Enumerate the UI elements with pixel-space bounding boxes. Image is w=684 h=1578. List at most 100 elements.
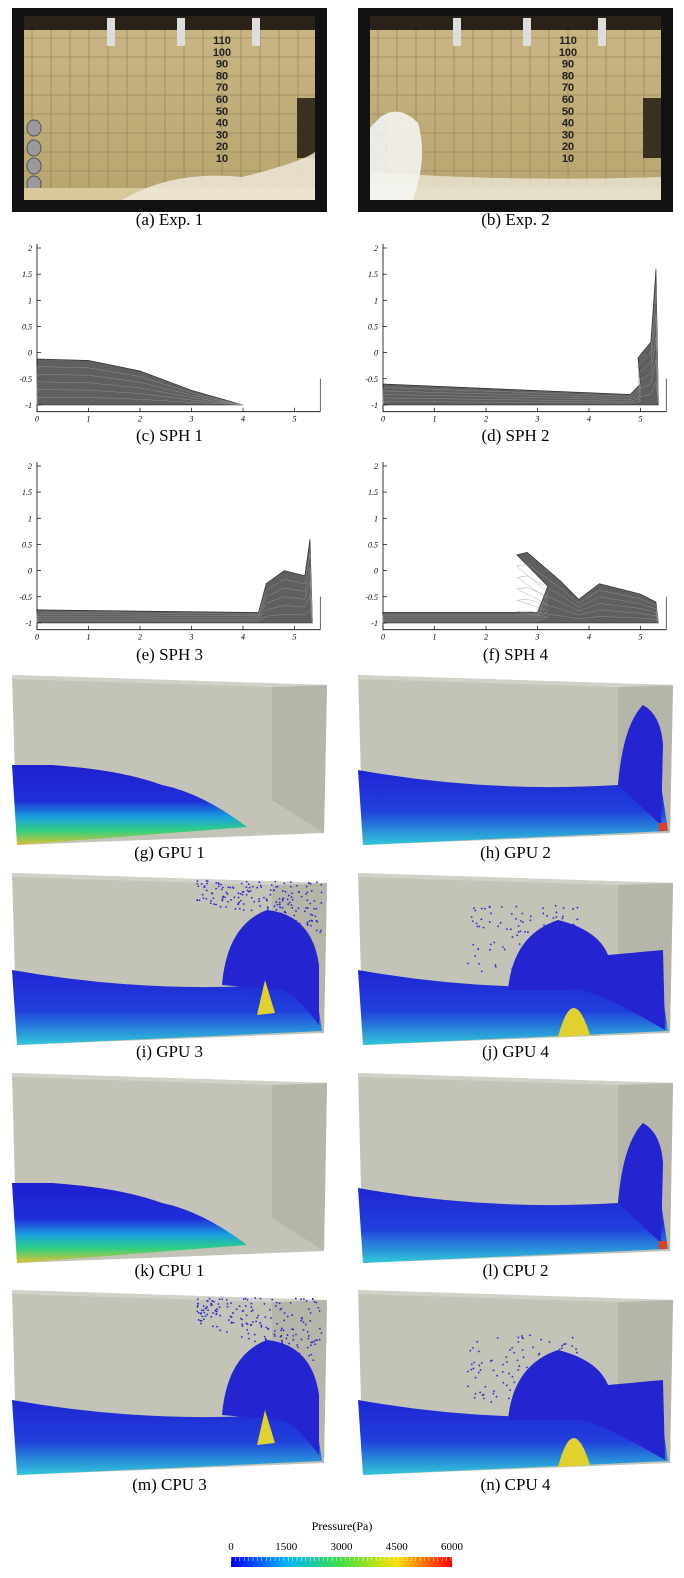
x-tick-label: 3 (189, 415, 194, 424)
scale-number: 40 (216, 118, 228, 130)
droplet (542, 907, 544, 910)
droplet (292, 1339, 295, 1341)
droplet (283, 1319, 286, 1322)
droplet (283, 911, 286, 914)
wave (222, 1340, 319, 1455)
droplet (213, 903, 216, 906)
droplet (306, 899, 309, 902)
x-tick-label: 0 (381, 633, 385, 642)
particles (382, 268, 659, 406)
droplet (273, 889, 276, 892)
droplet (477, 1350, 480, 1353)
droplet (574, 925, 577, 928)
droplet (224, 896, 227, 899)
droplet (520, 1335, 523, 1337)
droplet (560, 1347, 563, 1350)
droplet (288, 1348, 291, 1351)
droplet (306, 1330, 309, 1333)
droplet (536, 943, 539, 946)
droplet (474, 1376, 477, 1379)
droplet (557, 961, 560, 963)
scale-number: 60 (562, 94, 574, 106)
y-tick-label: -0.5 (365, 593, 378, 602)
droplet (560, 951, 562, 954)
droplet (248, 886, 251, 889)
x-tick-label: 2 (484, 633, 488, 642)
droplet (305, 907, 307, 909)
droplet (221, 1298, 224, 1300)
droplet (283, 1312, 286, 1315)
droplet (478, 1364, 481, 1367)
droplet (307, 1308, 310, 1311)
droplet (562, 1383, 565, 1386)
droplet (310, 889, 313, 892)
droplet (488, 905, 491, 908)
tank-ceiling (370, 16, 661, 30)
droplet (315, 929, 318, 932)
droplet (225, 1331, 228, 1333)
droplet (274, 880, 277, 883)
droplet (536, 1383, 539, 1386)
x-tick-label: 4 (587, 415, 591, 424)
y-tick-label: -1 (371, 619, 378, 628)
droplet (467, 962, 470, 965)
droplet (306, 921, 309, 924)
x-tick-label: 3 (189, 633, 194, 642)
y-tick-label: 0 (374, 567, 378, 576)
droplet (206, 882, 208, 885)
droplet (500, 906, 503, 908)
droplet (562, 961, 565, 963)
droplet (521, 1348, 524, 1351)
droplet (240, 1336, 243, 1338)
splash (370, 111, 422, 200)
droplet (198, 899, 201, 902)
box-top (358, 675, 673, 687)
droplet (307, 881, 310, 884)
droplet (505, 1356, 508, 1359)
droplet (529, 919, 532, 922)
droplet (495, 1395, 498, 1398)
droplet (232, 1312, 234, 1314)
droplet (521, 964, 524, 967)
droplet (286, 898, 289, 901)
x-tick-label: 5 (293, 415, 297, 424)
y-tick-label: 1.5 (22, 488, 32, 497)
droplet (305, 1300, 308, 1302)
droplet (250, 1306, 253, 1308)
droplet (313, 899, 316, 902)
particle-layer (382, 587, 659, 623)
scale-number: 20 (562, 141, 574, 153)
droplet (271, 1298, 274, 1301)
y-tick-label: 2 (374, 462, 378, 471)
droplet (511, 1346, 514, 1349)
particle-layer (382, 381, 659, 405)
droplet (222, 896, 225, 899)
droplet (311, 1298, 314, 1301)
droplet (298, 922, 301, 925)
droplet (512, 1399, 514, 1402)
particle-layer (382, 291, 659, 405)
caption: (b) Exp. 2 (481, 210, 549, 229)
droplet (279, 906, 282, 909)
droplet (478, 962, 480, 965)
droplet (196, 880, 199, 883)
scale-number: 110 (559, 35, 577, 47)
droplet (278, 901, 281, 904)
droplet (517, 1341, 520, 1343)
droplet (564, 1343, 567, 1345)
droplet (532, 1346, 534, 1349)
droplet (210, 1315, 213, 1318)
droplet (282, 1329, 285, 1332)
droplet (246, 1298, 249, 1301)
droplet (226, 893, 229, 895)
droplet (517, 1403, 520, 1405)
droplet (494, 964, 497, 966)
droplet (295, 1333, 297, 1336)
droplet (212, 1325, 214, 1328)
droplet (516, 1359, 519, 1362)
droplet (316, 1339, 318, 1342)
wave (508, 920, 665, 1030)
droplet (484, 1385, 487, 1388)
droplet (206, 1313, 208, 1316)
droplet (197, 1311, 200, 1314)
